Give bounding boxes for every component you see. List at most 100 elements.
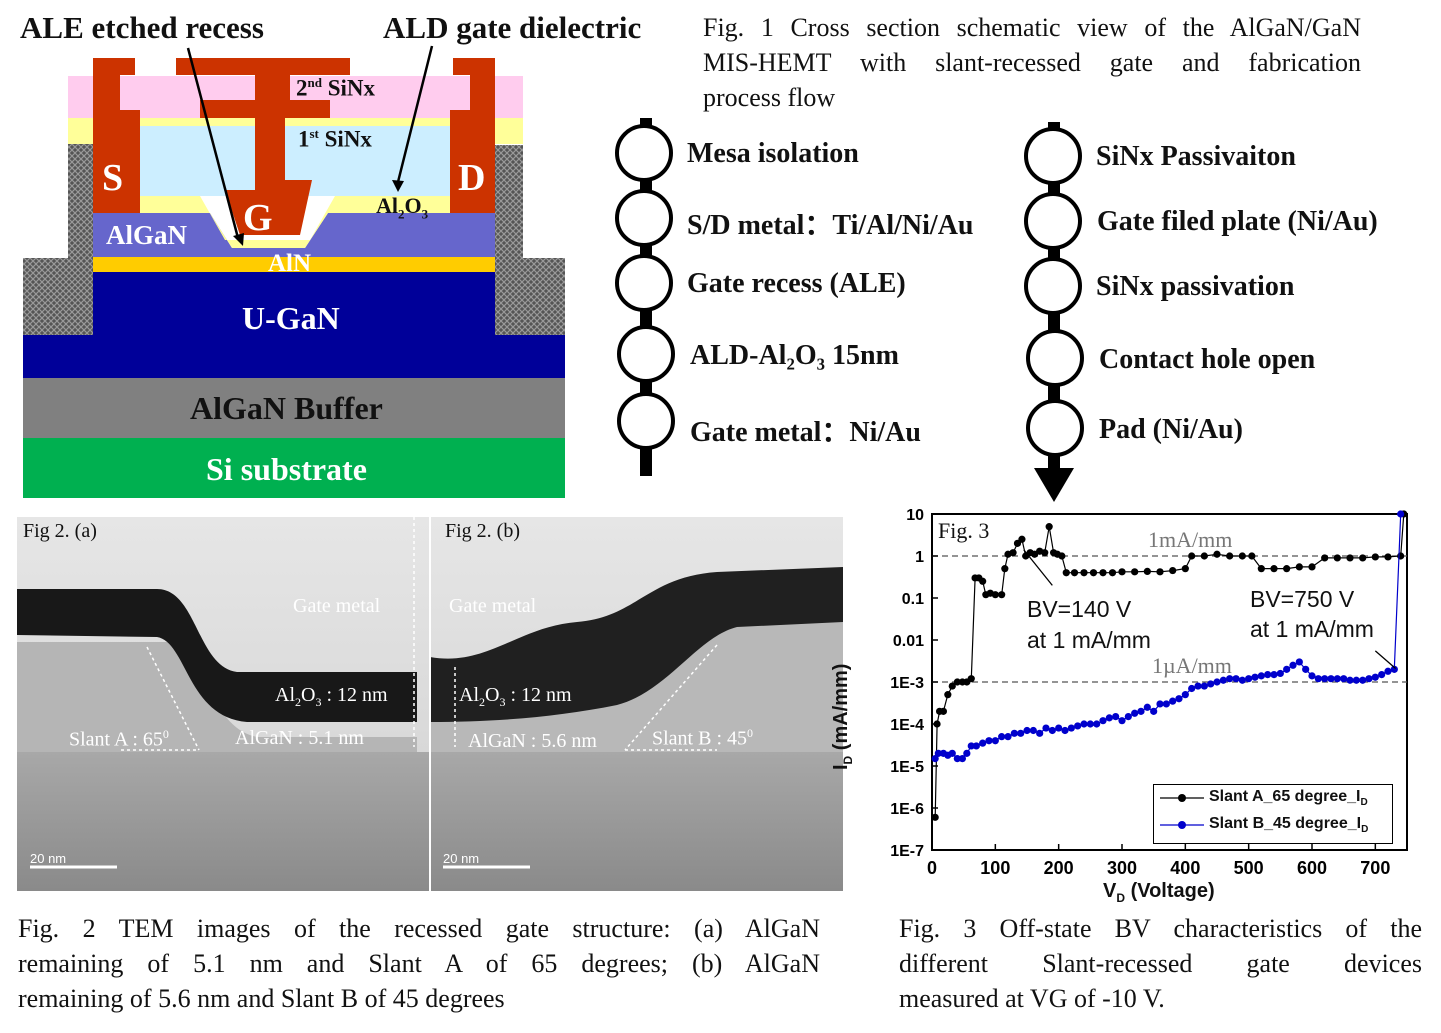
series-point-1 [963, 749, 971, 757]
series-point-1 [979, 739, 987, 747]
series-point-0 [944, 691, 952, 699]
y-tick-label: 1E-6 [890, 801, 924, 818]
flow-step-node [615, 124, 673, 182]
label-algan: AlGaN [106, 220, 187, 250]
annotation-arrow [1374, 650, 1397, 669]
isolation-right-upper [495, 145, 523, 258]
annotation-bv750-line2: at 1 mA/mm [1250, 616, 1374, 642]
label-buffer: AlGaN Buffer [190, 390, 383, 426]
series-point-1 [998, 733, 1006, 741]
series-point-0 [1346, 554, 1354, 562]
series-point-0 [1359, 554, 1367, 562]
y-tick-label: 1E-4 [890, 717, 924, 734]
series-point-0 [1070, 569, 1079, 577]
series-point-1 [1232, 675, 1240, 683]
series-point-1 [1118, 717, 1126, 725]
series-point-1 [1365, 675, 1373, 683]
series-point-1 [1143, 703, 1151, 711]
aln-layer [93, 257, 495, 272]
series-point-1 [1226, 675, 1234, 683]
tem-slant-b: Slant B : 450 [652, 726, 754, 750]
series-point-1 [1074, 722, 1082, 730]
ugan-layer [23, 335, 565, 378]
source-metal [93, 58, 140, 213]
series-point-1 [1175, 695, 1183, 703]
series-point-1 [1137, 707, 1145, 715]
flow-left-2: S/D metal：Ti/Al/Ni/Au [687, 210, 974, 241]
cross-section-schematic [23, 45, 565, 498]
al2o3-liner [93, 196, 495, 248]
series-point-1 [1264, 671, 1272, 679]
flow-right-1: SiNx Passivaiton [1096, 141, 1296, 172]
x-tick-label: 100 [980, 858, 1010, 878]
series-point-1 [1099, 717, 1107, 725]
series-point-0 [1295, 563, 1303, 571]
series-point-0 [1238, 552, 1246, 560]
series-point-1 [1194, 682, 1202, 690]
series-point-1 [985, 737, 993, 745]
series-point-1 [1371, 673, 1379, 681]
label-1st-sinx: 1st SiNx [298, 126, 372, 152]
tem-scale-a: 20 nm [30, 851, 67, 866]
x-tick-label: 0 [927, 858, 937, 878]
algan-layer [93, 213, 495, 257]
series-point-0 [1333, 554, 1341, 562]
series-point-1 [1257, 672, 1265, 680]
x-tick-label: 200 [1044, 858, 1074, 878]
series-point-1 [1219, 676, 1227, 684]
flow-step-node [1024, 192, 1082, 250]
flow-step-node [1024, 127, 1082, 185]
series-point-1 [967, 742, 975, 750]
fig1-caption: Fig. 1 Cross section schematic view of t… [703, 13, 1361, 112]
x-tick-label: 600 [1297, 858, 1327, 878]
series-point-0 [1169, 566, 1177, 575]
series-point-1 [1061, 726, 1069, 735]
series-point-0 [979, 577, 987, 585]
series-point-1 [934, 749, 942, 757]
series-point-1 [1156, 700, 1164, 708]
annotation-bv140-line2: at 1 mA/mm [1027, 627, 1151, 653]
flow-step-node [1024, 257, 1082, 315]
series-point-1 [991, 737, 999, 745]
ref-label-1ua: 1µA/mm [1152, 653, 1232, 678]
series-point-0 [939, 707, 947, 715]
label-substrate: Si substrate [206, 451, 367, 487]
flow-left-5: Gate metal：Ni/Au [690, 417, 921, 448]
annotation-arrow [1023, 549, 1053, 586]
series-point-0 [1321, 554, 1329, 562]
chart-legend: Slant A_65 degree_ID Slant B_45 degree_I… [1153, 784, 1393, 844]
series-point-1 [1352, 676, 1360, 684]
tem-scale-b: 20 nm [443, 851, 480, 866]
series-point-1 [1093, 720, 1101, 728]
series-point-0 [998, 591, 1006, 599]
series-point-1 [1251, 673, 1259, 681]
y-tick-label: 1E-3 [890, 675, 924, 692]
tem-image-shapes [17, 517, 843, 891]
isolation-right [495, 258, 565, 335]
series-point-0 [1041, 549, 1049, 557]
label-drain: D [458, 157, 486, 199]
series-point-1 [1327, 675, 1335, 683]
tem-al2o3-a: Al2O3 : 12 nm [275, 684, 388, 709]
label-al2o3: Al2O3 [376, 193, 429, 222]
series-point-1 [1333, 675, 1341, 683]
series-point-1 [1036, 729, 1044, 737]
series-point-1 [1048, 726, 1056, 735]
series-point-1 [1390, 665, 1398, 673]
gate-metal [176, 58, 350, 235]
series-point-1 [948, 749, 956, 757]
series-point-0 [1058, 552, 1066, 560]
series-point-0 [1045, 523, 1053, 531]
flow-step-node [615, 189, 673, 247]
series-point-0 [953, 678, 961, 686]
series-point-1 [1308, 672, 1316, 680]
flow-step-node [1026, 399, 1084, 457]
series-point-1 [1105, 714, 1113, 722]
y-tick-label: 10 [906, 507, 924, 524]
chart-ylabel: ID (mA/mm) [830, 663, 855, 770]
label-2nd-sinx: 2nd SiNx [296, 75, 376, 101]
series-point-1 [1131, 709, 1139, 717]
x-tick-label: 500 [1234, 858, 1264, 878]
series-point-0 [1108, 569, 1117, 577]
x-tick-label: 400 [1170, 858, 1200, 878]
